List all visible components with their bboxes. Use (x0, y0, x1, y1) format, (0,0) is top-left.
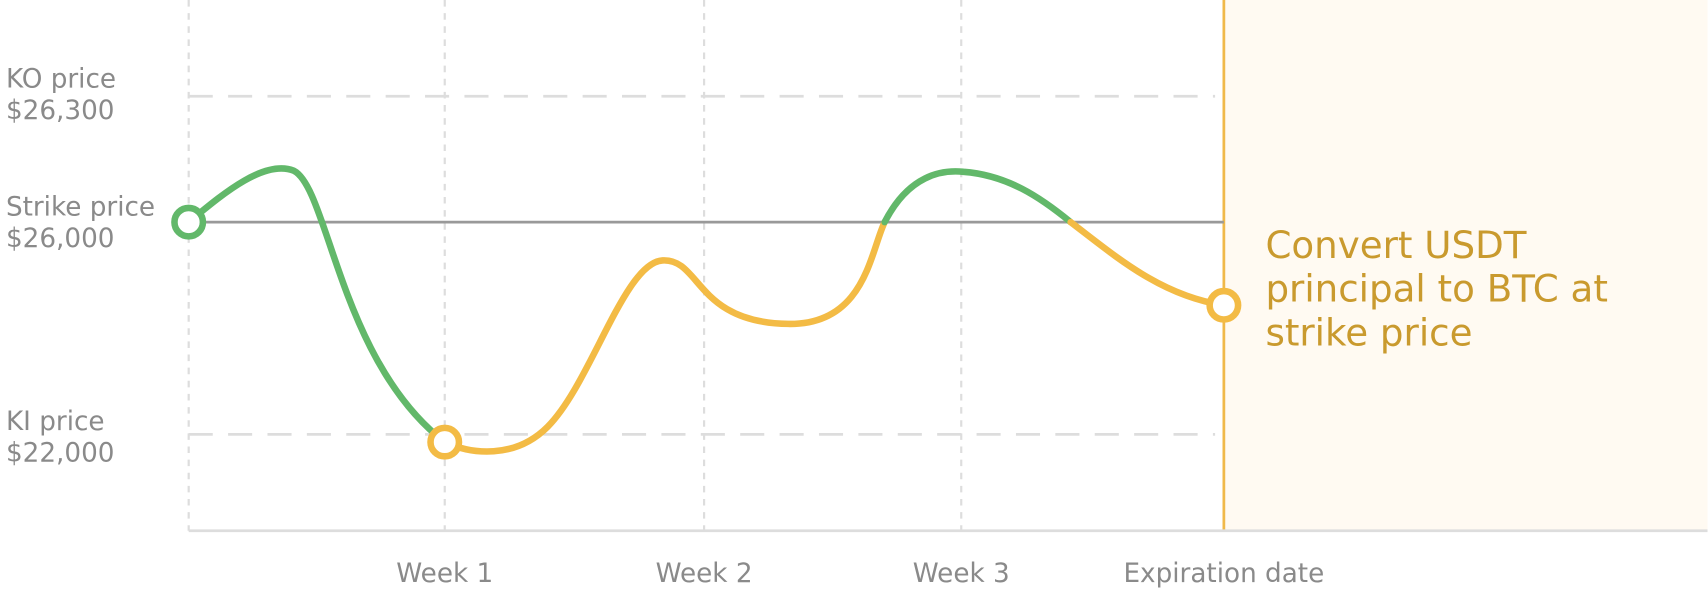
x-label: Week 3 (913, 559, 1010, 589)
y-label-name: Strike price (6, 192, 155, 222)
x-label: Expiration date (1123, 559, 1324, 589)
expiration-zone (1223, 0, 1708, 531)
end-point (1206, 287, 1242, 323)
path-green (881, 168, 1074, 226)
start-point (171, 204, 207, 240)
path-orange (1067, 218, 1228, 309)
y-label-name: KO price (6, 64, 116, 94)
annotation-line: principal to BTC at (1265, 267, 1607, 311)
x-label: Week 2 (656, 559, 753, 589)
price-path (185, 165, 1228, 455)
y-label-name: KI price (6, 407, 105, 437)
path-green (185, 165, 449, 446)
y-label-value: $22,000 (6, 439, 115, 469)
y-label-value: $26,000 (6, 224, 115, 254)
annotation-line: strike price (1265, 310, 1472, 354)
x-label: Week 1 (396, 559, 493, 589)
path-orange (441, 218, 888, 455)
y-label-value: $26,300 (6, 96, 115, 126)
ki-point (427, 424, 463, 460)
annotation-line: Convert USDT (1265, 223, 1526, 267)
